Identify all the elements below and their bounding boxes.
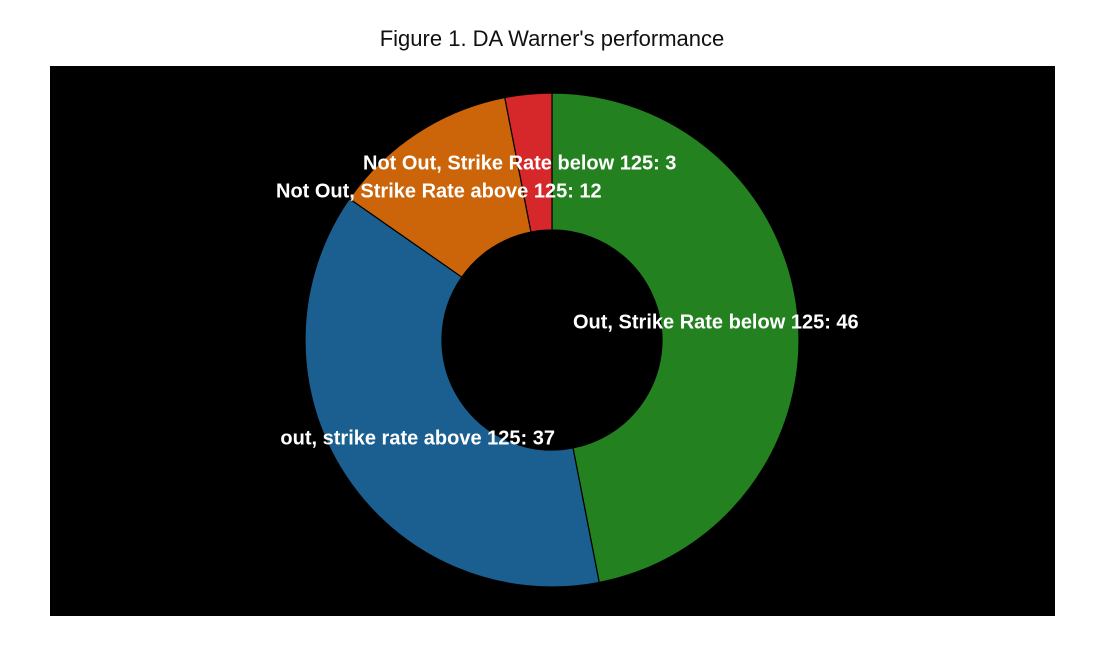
donut-chart: Out, Strike Rate below 125: 46 out, strik… (276, 92, 859, 588)
donut-slice-1 (551, 92, 800, 584)
donut-slices (304, 92, 800, 588)
chart-panel: Out, Strike Rate below 125: 46 out, strik… (50, 66, 1055, 616)
slice-labels: Out, Strike Rate below 125: 46 out, strik… (276, 152, 859, 449)
donut-slice-4 (504, 92, 553, 233)
slice-label-4: Not Out, Strike Rate below 125: 3 (363, 152, 676, 174)
slice-label-3: Not Out, Strike Rate above 125: 12 (276, 180, 602, 202)
donut-slice-3 (348, 96, 532, 278)
slice-label-2: out, strike rate above 125: 37 (280, 427, 555, 449)
donut-slice-2 (304, 197, 600, 588)
chart-title: Figure 1. DA Warner's performance (379, 26, 725, 51)
slice-label-1: Out, Strike Rate below 125: 46 (573, 311, 859, 333)
